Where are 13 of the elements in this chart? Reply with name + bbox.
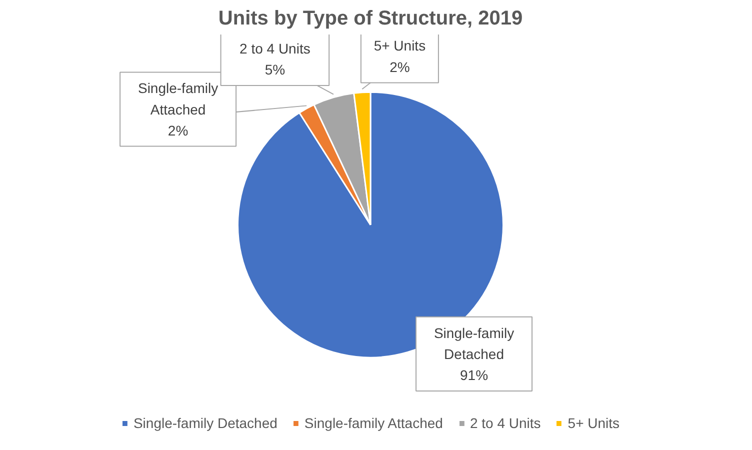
data-label: 5%: [264, 62, 286, 78]
legend-label: 2 to 4 Units: [470, 415, 541, 431]
chart-title: Units by Type of Structure, 2019: [218, 8, 523, 30]
slice-label: Single-family Attached: [138, 80, 218, 118]
slice-label: 2 to 4 Units: [240, 40, 310, 56]
data-label: 2%: [168, 122, 188, 138]
slice-label: 5+ Units: [374, 38, 426, 54]
slice-label: Single-family Detached: [434, 324, 514, 362]
data-label: 2%: [390, 58, 410, 75]
legend-label: 5+ Units: [568, 415, 620, 431]
data-label: 91%: [460, 367, 488, 384]
legend-label: Single-family Attached: [304, 415, 443, 431]
legend-label: Single-family Detached: [133, 415, 278, 431]
